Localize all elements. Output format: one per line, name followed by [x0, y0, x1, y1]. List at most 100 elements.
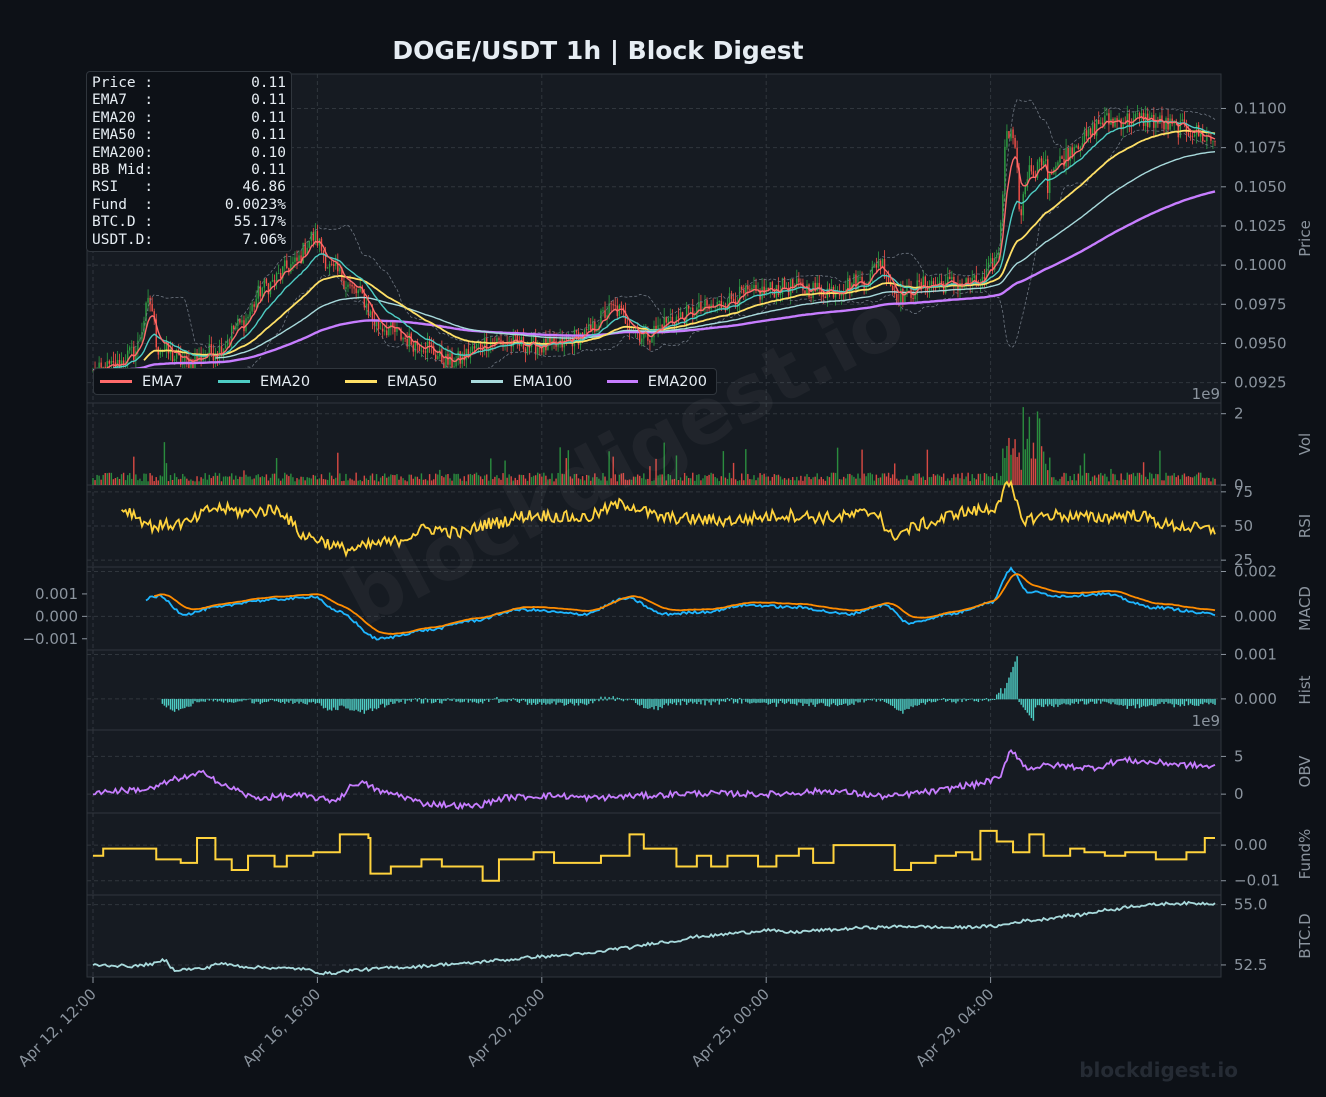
hist-bar — [928, 698, 931, 701]
hist-bar — [891, 698, 894, 706]
volume-bar — [375, 474, 378, 485]
hist-bar — [898, 698, 900, 711]
volume-bar — [836, 447, 839, 485]
hist-bar — [251, 698, 253, 704]
candle-body — [1183, 119, 1186, 124]
volume-bar — [1189, 477, 1192, 485]
candle-body — [1114, 118, 1116, 127]
ema50-line — [143, 129, 1216, 361]
candle-body — [751, 288, 753, 291]
candle-body — [153, 311, 155, 320]
hist-bar — [545, 698, 547, 705]
candle-body — [896, 294, 898, 304]
hist-bar — [796, 698, 798, 706]
volume-bar — [855, 478, 857, 485]
ytick-label-rsi: 50 — [1234, 517, 1253, 535]
volume-bar — [196, 476, 198, 485]
candle-body — [359, 286, 361, 291]
candle-body — [847, 278, 849, 290]
candle-body — [357, 290, 359, 294]
info-row: EMA50 :0.11 — [92, 127, 286, 144]
hist-bar — [343, 698, 345, 707]
candle-body — [412, 344, 414, 352]
hist-bar — [865, 698, 867, 701]
hist-bar — [567, 698, 570, 704]
volume-bar — [730, 478, 733, 485]
candle-body — [1008, 131, 1010, 139]
candle-body — [514, 335, 516, 336]
candle-body — [1128, 113, 1131, 126]
hist-bar — [959, 698, 961, 700]
candle-body — [296, 257, 298, 261]
candle-body — [237, 318, 239, 326]
candle-body — [173, 358, 176, 362]
hist-bar — [675, 698, 678, 706]
hist-bar — [349, 698, 351, 711]
hist-bar — [641, 698, 643, 705]
volume-bar — [416, 476, 419, 485]
candle-body — [853, 274, 855, 284]
hist-bar — [859, 698, 861, 703]
hist-bar — [743, 698, 745, 700]
volume-bar — [649, 466, 651, 485]
candle-body — [1206, 135, 1208, 142]
volume-bar — [265, 474, 268, 485]
volume-bar — [604, 476, 606, 485]
volume-bar — [936, 474, 939, 485]
hist-bar — [165, 698, 168, 708]
candle-body — [861, 277, 863, 282]
hist-bar — [728, 698, 731, 702]
hist-bar — [457, 698, 459, 702]
candle-body — [441, 349, 443, 363]
hist-bar — [1075, 698, 1077, 702]
hist-bar — [569, 698, 572, 703]
candle-body — [920, 281, 922, 289]
candle-body — [875, 264, 878, 268]
volume-bar — [155, 477, 157, 485]
hist-bar — [461, 698, 463, 703]
candle-body — [1098, 119, 1100, 124]
volume-bar — [1098, 474, 1100, 485]
candle-body — [110, 360, 113, 364]
candle-body — [667, 317, 669, 323]
candle-body — [265, 278, 268, 284]
candle-body — [608, 303, 610, 316]
volume-bar — [226, 476, 229, 485]
candle-body — [224, 345, 227, 349]
info-row: RSI :46.86 — [92, 179, 286, 196]
volume-bar — [457, 473, 459, 485]
volume-bar — [1146, 479, 1149, 485]
volume-bar — [667, 473, 669, 485]
hist-bar — [1034, 698, 1037, 708]
volume-bar — [537, 472, 539, 485]
hist-bar — [353, 698, 355, 711]
hist-bar — [700, 698, 702, 705]
candle-body — [275, 273, 278, 283]
candle-body — [1163, 121, 1165, 130]
volume-bar — [1128, 474, 1131, 485]
candle-body — [1067, 148, 1069, 161]
candle-body — [377, 321, 380, 329]
hist-bar — [381, 698, 384, 704]
volume-bar — [271, 473, 274, 485]
hist-bar — [255, 698, 257, 702]
hist-bar — [581, 698, 584, 704]
candle-body — [975, 275, 978, 285]
ytick-label-price: 0.0950 — [1234, 334, 1287, 352]
hist-bar — [420, 698, 423, 704]
hist-bar — [983, 698, 986, 700]
candle-body — [428, 341, 431, 345]
candle-body — [904, 294, 906, 304]
candle-body — [1079, 146, 1082, 150]
volume-bar — [286, 474, 288, 485]
hist-bar — [1210, 698, 1212, 703]
hist-bar — [563, 698, 565, 706]
volume-bar — [330, 475, 333, 485]
volume-bar — [687, 478, 690, 485]
hist-bar — [785, 698, 788, 704]
volume-bar — [1030, 458, 1033, 485]
hist-bar — [765, 698, 767, 704]
panel-macd — [86, 566, 1222, 651]
hist-bar — [1042, 698, 1045, 708]
hist-bar — [677, 698, 680, 703]
